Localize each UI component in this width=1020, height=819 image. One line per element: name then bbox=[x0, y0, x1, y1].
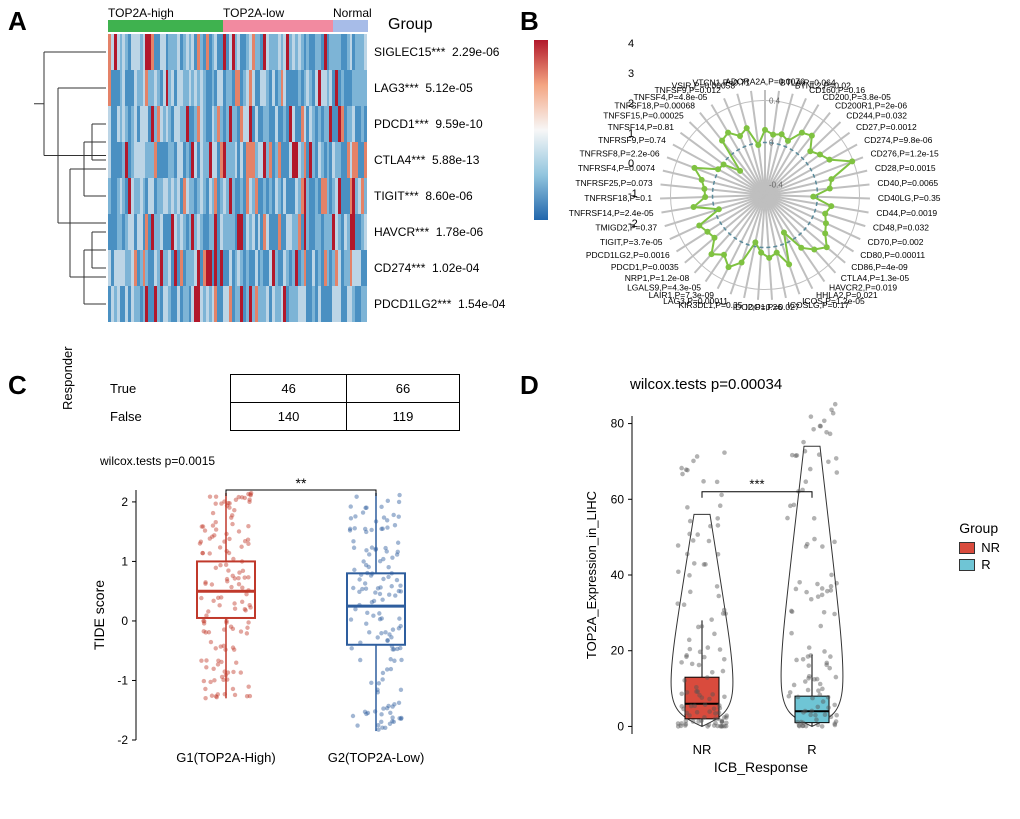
group-label: TOP2A-low bbox=[223, 6, 333, 20]
group-label: Normal bbox=[333, 6, 368, 20]
svg-text:CD48,P=0.032: CD48,P=0.032 bbox=[873, 223, 929, 233]
svg-text:***: *** bbox=[749, 477, 764, 492]
svg-text:LGALS9,P=4.3e-05: LGALS9,P=4.3e-05 bbox=[627, 282, 701, 292]
table-cell: 66 bbox=[347, 375, 460, 403]
gene-row-labels: SIGLEC15*** 2.29e-06LAG3*** 5.12e-05PDCD… bbox=[374, 34, 505, 322]
legend-item: NR bbox=[959, 540, 1000, 555]
svg-text:CD200R1,P=2e-06: CD200R1,P=2e-06 bbox=[835, 101, 907, 111]
gene-label: SIGLEC15*** 2.29e-06 bbox=[374, 34, 505, 70]
svg-text:0: 0 bbox=[617, 719, 624, 733]
gene-label: PDCD1LG2*** 1.54e-04 bbox=[374, 286, 505, 322]
violin-plot: 0 20 40 60 80 TOP2A_Expression_in_LIHC ICB_Res… bbox=[580, 398, 890, 778]
group-labels: TOP2A-highTOP2A-lowNormal bbox=[108, 6, 368, 20]
group-annotation-bar bbox=[108, 20, 368, 32]
legend-item: R bbox=[959, 557, 1000, 572]
svg-text:60: 60 bbox=[611, 492, 625, 506]
svg-text:TNFRSF9,P=0.74: TNFRSF9,P=0.74 bbox=[598, 135, 666, 145]
radar-panel: 0.40-0.4ADORA2A,P=0.0076BTLA,P=0.064BTNL… bbox=[530, 10, 1000, 370]
svg-text:TIDE score: TIDE score bbox=[91, 580, 107, 650]
svg-text:2: 2 bbox=[121, 495, 128, 509]
svg-text:CD44,P=0.0019: CD44,P=0.0019 bbox=[876, 208, 937, 218]
svg-text:TNFSF18,P=0.00068: TNFSF18,P=0.00068 bbox=[614, 101, 695, 111]
legend-label: NR bbox=[981, 540, 1000, 555]
svg-text:CD40,P=0.0065: CD40,P=0.0065 bbox=[877, 178, 938, 188]
svg-text:CD40LG,P=0.35: CD40LG,P=0.35 bbox=[878, 193, 941, 203]
row-dendrogram bbox=[30, 34, 106, 324]
svg-text:CD80,P=0.00011: CD80,P=0.00011 bbox=[860, 250, 925, 260]
gene-label: TIGIT*** 8.60e-06 bbox=[374, 178, 505, 214]
svg-text:CD274,P=9.8e-06: CD274,P=9.8e-06 bbox=[864, 135, 933, 145]
icb-response-panel: wilcox.tests p=0.00034 0 20 40 60 80 TOP2A_Ex… bbox=[530, 370, 1000, 800]
svg-text:NR: NR bbox=[693, 742, 712, 757]
svg-text:CD244,P=0.032: CD244,P=0.032 bbox=[846, 111, 907, 121]
table-cell: 46 bbox=[231, 375, 347, 403]
svg-text:PDCD1,P=0.0035: PDCD1,P=0.0035 bbox=[611, 262, 679, 272]
gene-label: CTLA4*** 5.88e-13 bbox=[374, 142, 505, 178]
legend-label: R bbox=[981, 557, 990, 572]
radar-chart: 0.40-0.4ADORA2A,P=0.0076BTLA,P=0.064BTNL… bbox=[530, 10, 1000, 370]
gene-label: PDCD1*** 9.59e-10 bbox=[374, 106, 505, 142]
table-cell: 119 bbox=[347, 403, 460, 431]
svg-text:G2(TOP2A-Low): G2(TOP2A-Low) bbox=[328, 750, 425, 765]
svg-text:R: R bbox=[807, 742, 816, 757]
legend-title: Group bbox=[959, 520, 1000, 536]
svg-text:40: 40 bbox=[611, 568, 625, 582]
svg-text:TNFSF15,P=0.00025: TNFSF15,P=0.00025 bbox=[603, 111, 684, 121]
svg-text:VTCN1,P=0.71: VTCN1,P=0.71 bbox=[693, 77, 751, 87]
svg-text:-1: -1 bbox=[117, 673, 128, 687]
panel-a-label: A bbox=[8, 6, 27, 37]
gene-label: LAG3*** 5.12e-05 bbox=[374, 70, 505, 106]
svg-text:0: 0 bbox=[121, 614, 128, 628]
svg-text:0: 0 bbox=[769, 139, 774, 148]
svg-text:CD28,P=0.0015: CD28,P=0.0015 bbox=[875, 163, 936, 173]
svg-text:TMIGD2,P=0.37: TMIGD2,P=0.37 bbox=[595, 223, 657, 233]
svg-text:TNFRSF14,P=2.4e-05: TNFRSF14,P=2.4e-05 bbox=[569, 208, 654, 218]
svg-text:TNFRSF4,P=0.0074: TNFRSF4,P=0.0074 bbox=[578, 163, 656, 173]
heatmap-body bbox=[108, 34, 367, 322]
svg-text:TNFRSF8,P=2.2e-06: TNFRSF8,P=2.2e-06 bbox=[579, 149, 659, 159]
svg-text:CD27,P=0.0012: CD27,P=0.0012 bbox=[856, 122, 917, 132]
group-legend-d: Group NR R bbox=[959, 520, 1000, 574]
svg-text:80: 80 bbox=[611, 417, 625, 431]
gene-label: CD274*** 1.02e-04 bbox=[374, 250, 505, 286]
responder-table: True 46 66 False 140 119 bbox=[110, 374, 460, 431]
heatmap-panel: TOP2A-highTOP2A-lowNormal Group SIGLEC15… bbox=[30, 20, 510, 350]
tide-score-panel: Responder True 46 66 False 140 119 wilco… bbox=[30, 370, 510, 800]
svg-text:-0.4: -0.4 bbox=[769, 181, 783, 190]
svg-text:CD86,P=4e-09: CD86,P=4e-09 bbox=[851, 262, 908, 272]
svg-text:CD70,P=0.002: CD70,P=0.002 bbox=[868, 237, 924, 247]
svg-text:TOP2A_Expression_in_LIHC: TOP2A_Expression_in_LIHC bbox=[584, 491, 599, 659]
group-legend-title: Group bbox=[388, 16, 432, 34]
svg-text:TNFSF14,P=0.81: TNFSF14,P=0.81 bbox=[608, 122, 675, 132]
svg-text:G1(TOP2A-High): G1(TOP2A-High) bbox=[176, 750, 275, 765]
table-row-label: True bbox=[110, 375, 231, 403]
svg-text:PDCD1LG2,P=0.0016: PDCD1LG2,P=0.0016 bbox=[586, 250, 670, 260]
panel-c-label: C bbox=[8, 370, 27, 401]
svg-text:-2: -2 bbox=[117, 733, 128, 747]
svg-text:CD276,P=1.2e-15: CD276,P=1.2e-15 bbox=[870, 149, 939, 159]
tide-boxplot: -2 -1 0 1 2 TIDE score G1(TOP2A-High) G2(TOP2A-… bbox=[90, 470, 470, 780]
wilcox-text-c: wilcox.tests p=0.0015 bbox=[100, 454, 215, 468]
group-label: TOP2A-high bbox=[108, 6, 223, 20]
table-row-label: False bbox=[110, 403, 231, 431]
svg-text:1: 1 bbox=[121, 554, 128, 568]
svg-text:TNFRSF25,P=0.073: TNFRSF25,P=0.073 bbox=[575, 178, 653, 188]
svg-text:TIGIT,P=3.7e-05: TIGIT,P=3.7e-05 bbox=[600, 237, 663, 247]
wilcox-text-d: wilcox.tests p=0.00034 bbox=[630, 376, 782, 393]
svg-text:NRP1,P=1.2e-08: NRP1,P=1.2e-08 bbox=[625, 273, 690, 283]
svg-text:ICB_Response: ICB_Response bbox=[714, 759, 808, 775]
svg-text:20: 20 bbox=[611, 644, 625, 658]
table-cell: 140 bbox=[231, 403, 347, 431]
responder-axis-label: Responder bbox=[60, 346, 75, 410]
gene-label: HAVCR*** 1.78e-06 bbox=[374, 214, 505, 250]
svg-text:TNFRSF18,P=0.1: TNFRSF18,P=0.1 bbox=[584, 193, 652, 203]
svg-text:**: ** bbox=[296, 475, 307, 491]
svg-text:0.4: 0.4 bbox=[769, 97, 781, 106]
